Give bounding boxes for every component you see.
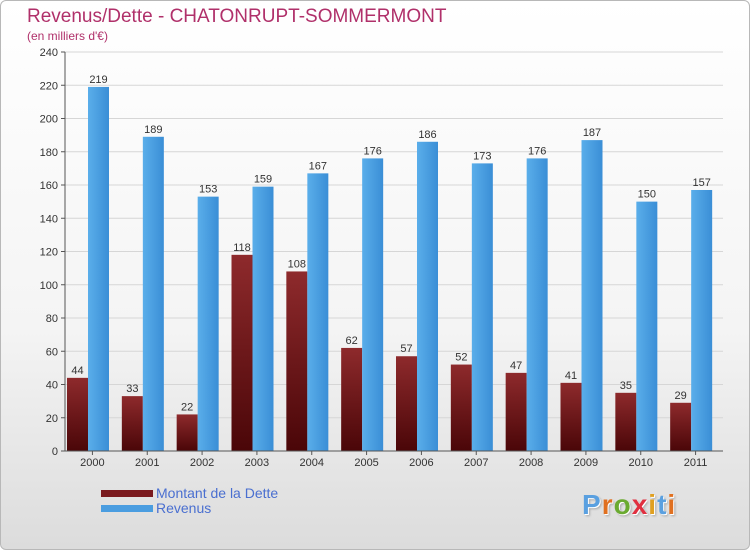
y-tick-label: 180 bbox=[40, 147, 58, 159]
x-tick-label: 2011 bbox=[684, 457, 708, 469]
x-tick-label: 2006 bbox=[409, 457, 433, 469]
data-label: 57 bbox=[400, 343, 412, 355]
y-tick-label: 240 bbox=[40, 47, 58, 59]
bar-revenue bbox=[252, 186, 274, 451]
x-tick-label: 2001 bbox=[135, 457, 159, 469]
bar-debt bbox=[121, 396, 143, 451]
bar-debt bbox=[670, 402, 692, 451]
proxiti-logo: Proxiti bbox=[582, 489, 676, 521]
logo-letter: P bbox=[582, 489, 602, 520]
x-tick-label: 2002 bbox=[190, 457, 214, 469]
chart-title: Revenus/Dette - CHATONRUPT-SOMMERMONT bbox=[27, 6, 447, 27]
logo-letter: x bbox=[631, 489, 649, 520]
data-label: 33 bbox=[126, 383, 138, 395]
bar-revenue bbox=[197, 196, 219, 451]
y-tick-label: 60 bbox=[46, 346, 58, 358]
axes: 0 20 40 60 80 100 120 140 160 180 200 220 240 2000 200… bbox=[40, 47, 723, 469]
bar-debt bbox=[505, 372, 527, 451]
chart-subtitle: (en milliers d'€) bbox=[27, 29, 108, 43]
legend-label-revenue: Revenus bbox=[156, 500, 212, 516]
bar-debt bbox=[450, 364, 472, 451]
data-label: 62 bbox=[346, 335, 358, 347]
x-tick-label: 2007 bbox=[464, 457, 488, 469]
bar-debt bbox=[67, 377, 88, 451]
grid-lines bbox=[65, 51, 723, 419]
bar-revenue bbox=[581, 140, 603, 452]
data-label: 153 bbox=[199, 184, 217, 196]
value-labels: 44 219 33 189 22 153 118 159 108 167 62 176 57 186 52 1… bbox=[71, 74, 710, 414]
logo-letter: i bbox=[648, 489, 658, 520]
legend-label-debt: Montant de la Dette bbox=[156, 485, 279, 501]
y-tick-label: 160 bbox=[40, 180, 58, 192]
y-tick-label: 120 bbox=[40, 247, 58, 259]
logo-letter: i bbox=[667, 489, 677, 520]
bar-debt bbox=[560, 382, 582, 451]
legend-swatch-debt bbox=[101, 490, 153, 497]
bar-debt bbox=[396, 356, 417, 451]
y-tick-label: 0 bbox=[52, 446, 58, 458]
y-tick-label: 100 bbox=[40, 280, 58, 292]
data-label: 219 bbox=[89, 74, 107, 86]
x-tick-label: 2009 bbox=[574, 457, 598, 469]
data-label: 41 bbox=[565, 370, 577, 382]
bar-revenue bbox=[307, 173, 329, 452]
data-label: 173 bbox=[473, 150, 491, 162]
bar-revenue bbox=[417, 141, 438, 451]
data-label: 176 bbox=[528, 145, 546, 157]
bar-revenue bbox=[88, 86, 109, 451]
data-label: 47 bbox=[510, 360, 522, 372]
data-label: 189 bbox=[144, 124, 162, 136]
x-tick-label: 2005 bbox=[354, 457, 378, 469]
x-tick-label: 2010 bbox=[629, 457, 653, 469]
y-tick-label: 140 bbox=[40, 213, 58, 225]
data-label: 159 bbox=[254, 174, 272, 186]
bar-debt bbox=[176, 414, 198, 451]
y-tick-label: 40 bbox=[46, 380, 58, 392]
bar-revenue bbox=[471, 163, 493, 451]
x-tick-label: 2008 bbox=[519, 457, 543, 469]
bar-revenue bbox=[142, 136, 164, 451]
data-label: 167 bbox=[309, 160, 327, 172]
data-label: 186 bbox=[418, 129, 436, 141]
x-tick-label: 2000 bbox=[80, 457, 104, 469]
data-label: 157 bbox=[692, 177, 710, 189]
data-label: 52 bbox=[455, 352, 467, 364]
bar-debt bbox=[341, 347, 363, 451]
bar-debt bbox=[231, 254, 253, 451]
bar-revenue bbox=[691, 189, 713, 452]
logo-letter: o bbox=[613, 489, 632, 520]
data-label: 187 bbox=[583, 127, 601, 139]
data-label: 108 bbox=[288, 258, 306, 270]
bar-revenue bbox=[526, 158, 548, 451]
data-label: 176 bbox=[363, 145, 381, 157]
y-tick-label: 20 bbox=[46, 413, 58, 425]
x-tick-label: 2003 bbox=[245, 457, 269, 469]
y-tick-label: 80 bbox=[46, 313, 58, 325]
legend-swatch-revenue bbox=[101, 505, 153, 512]
data-label: 29 bbox=[675, 390, 687, 402]
bar-revenue bbox=[362, 158, 384, 451]
data-label: 150 bbox=[638, 189, 656, 201]
bar-debt bbox=[615, 392, 637, 451]
y-tick-label: 220 bbox=[40, 80, 58, 92]
bar-revenue bbox=[636, 201, 658, 451]
bar-debt bbox=[286, 271, 308, 451]
y-tick-label: 200 bbox=[40, 114, 58, 126]
logo-letter: r bbox=[601, 489, 614, 520]
data-label: 118 bbox=[233, 242, 251, 254]
x-tick-label: 2004 bbox=[300, 457, 324, 469]
data-label: 35 bbox=[620, 380, 632, 392]
bars bbox=[67, 86, 713, 452]
logo-letter: t bbox=[657, 489, 668, 520]
data-label: 22 bbox=[181, 401, 193, 413]
data-label: 44 bbox=[71, 365, 83, 377]
